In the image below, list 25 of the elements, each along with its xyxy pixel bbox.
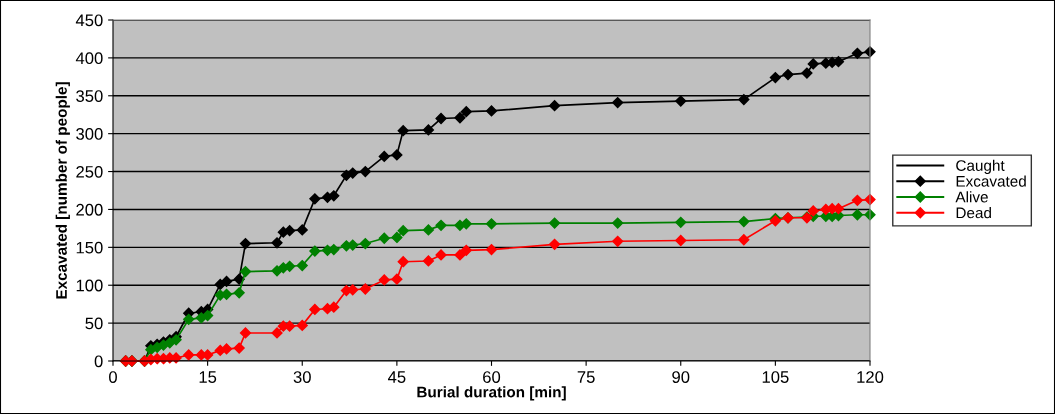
legend-label: Caught [956,159,1005,174]
x-tick-label: 30 [293,371,311,383]
y-tick-label: 0 [94,355,103,368]
x-tick-label: 90 [672,371,690,383]
y-tick-label: 50 [85,317,103,330]
y-tick-label: 400 [75,52,103,65]
y-tick-label: 450 [75,14,103,27]
legend-label: Excavated [956,175,1026,187]
x-tick-label: 45 [387,371,406,383]
y-tick-label: 350 [76,90,103,102]
y-tick-label: 150 [76,241,103,254]
x-tick-label: 120 [857,371,884,383]
x-tick-label: 60 [483,371,501,383]
y-axis-title: Excavated [number of people] [55,82,70,299]
y-tick-label: 200 [76,203,103,216]
y-tick-label: 250 [76,165,103,178]
y-tick-label: 100 [76,279,103,292]
x-tick-label: 0 [109,371,117,383]
x-tick-label: 75 [577,371,595,383]
x-tick-label: 15 [199,371,217,383]
legend-label: Alive [955,191,988,203]
legend-label: Dead [956,207,991,219]
x-tick-label: 105 [762,371,789,383]
y-tick-label: 300 [76,128,103,140]
x-axis-title: Burial duration [min] [417,386,566,401]
